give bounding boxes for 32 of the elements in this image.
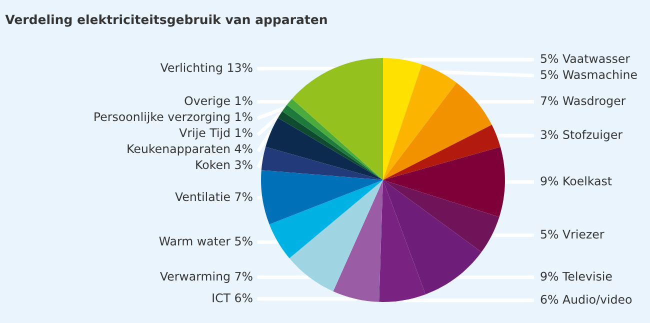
slice-label: Ventilatie 7% xyxy=(175,192,252,202)
slice-label: Verwarming 7% xyxy=(160,272,252,283)
slice-label: ICT 6% xyxy=(212,293,252,302)
pie-slice xyxy=(383,64,457,180)
slice-label: Vrije Tijd 1% xyxy=(179,128,252,140)
pie-slice xyxy=(289,180,383,292)
slice-label: Keukenapparaten 4% xyxy=(128,144,252,156)
slice-label: Persoonlijke verzorging 1% xyxy=(94,112,252,124)
slice-label: Warm water 5% xyxy=(159,236,252,246)
slice-label: 6% Audio/video xyxy=(540,294,632,305)
pie-slice xyxy=(383,180,500,252)
slice-label: 5% Vaatwasser xyxy=(540,54,630,64)
pie-slice xyxy=(269,180,383,258)
pie-slice xyxy=(261,170,383,224)
slice-label: 9% Koelkast xyxy=(540,176,612,186)
pie-slice xyxy=(266,118,383,180)
slice-label: Overige 1% xyxy=(184,96,252,108)
slice-label: 5% Vriezer xyxy=(540,230,604,239)
pie-slice xyxy=(383,58,422,180)
slice-label: Koken 3% xyxy=(196,160,252,170)
slice-label: 5% Wasmachine xyxy=(540,70,637,80)
slice-label: 9% Televisie xyxy=(540,272,612,281)
slice-label: 3% Stofzuiger xyxy=(540,130,623,142)
pie-slice xyxy=(261,146,383,180)
pie-slice xyxy=(383,82,492,180)
pie-slice xyxy=(333,180,383,302)
slice-label: Verlichting 13% xyxy=(160,62,252,74)
chart-title: Verdeling elektriciteitsgebruik van apparaten xyxy=(5,14,327,27)
slice-label: 7% Wasdroger xyxy=(540,96,626,108)
pie-slice xyxy=(292,58,383,180)
pie-slice xyxy=(383,124,500,180)
pie-slice xyxy=(383,146,505,217)
